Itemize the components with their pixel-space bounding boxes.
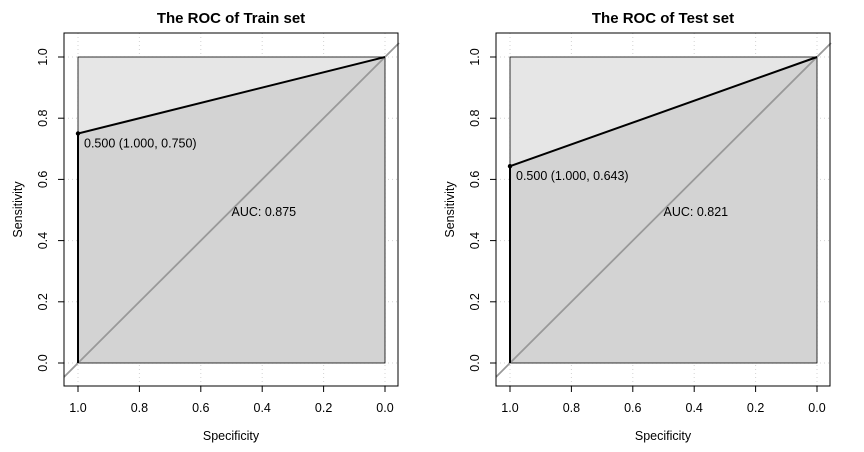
x-tick-label: 0.6 — [192, 401, 209, 415]
threshold-point — [507, 164, 513, 169]
x-tick-label: 0.0 — [376, 401, 393, 415]
test-roc-panel: 0.500 (1.000, 0.643) AUC: 0.821 1.0 0.8 0.6 0… — [443, 10, 832, 443]
y-tick-label: 0.6 — [36, 171, 50, 188]
y-tick-label: 0.0 — [468, 354, 482, 371]
threshold-label: 0.500 (1.000, 0.643) — [516, 169, 629, 183]
y-tick-label: 0.8 — [36, 109, 50, 126]
x-tick-label: 0.0 — [808, 401, 825, 415]
x-tick-label: 0.2 — [747, 401, 764, 415]
area-above-curve — [510, 57, 817, 363]
area-above-curve — [78, 57, 385, 363]
x-axis-label: Specificity — [635, 429, 692, 443]
auc-label: AUC: 0.821 — [664, 205, 729, 219]
x-tick-label: 0.4 — [686, 401, 703, 415]
y-tick-label: 0.4 — [36, 232, 50, 249]
y-tick-label: 1.0 — [468, 48, 482, 65]
x-axis-label: Specificity — [203, 429, 260, 443]
y-tick-label: 0.2 — [36, 293, 50, 310]
chart-title: The ROC of Test set — [592, 10, 734, 27]
plot-box — [495, 32, 831, 387]
y-tick-label: 0.8 — [468, 109, 482, 126]
x-tick-label: 0.8 — [563, 401, 580, 415]
reference-diagonal — [63, 42, 400, 378]
x-tick-label: 1.0 — [69, 401, 86, 415]
plot-box — [63, 32, 399, 387]
y-axis-label: Sensitivity — [443, 181, 457, 238]
y-tick-label: 0.0 — [36, 354, 50, 371]
x-tick-label: 0.4 — [254, 401, 271, 415]
threshold-label: 0.500 (1.000, 0.750) — [84, 137, 197, 151]
threshold-point — [75, 131, 81, 136]
y-tick-label: 0.2 — [468, 293, 482, 310]
reference-diagonal — [495, 42, 832, 378]
x-tick-label: 1.0 — [501, 401, 518, 415]
y-tick-label: 0.6 — [468, 171, 482, 188]
y-tick-label: 1.0 — [36, 48, 50, 65]
auc-label: AUC: 0.875 — [232, 205, 297, 219]
x-tick-label: 0.2 — [315, 401, 332, 415]
y-axis-label: Sensitivity — [11, 181, 25, 238]
chart-title: The ROC of Train set — [157, 10, 305, 27]
y-tick-label: 0.4 — [468, 232, 482, 249]
train-roc-panel: 0.500 (1.000, 0.750) AUC: 0.875 1.0 0.8 0.6 0… — [11, 10, 400, 443]
x-tick-label: 0.6 — [624, 401, 641, 415]
x-tick-label: 0.8 — [131, 401, 148, 415]
